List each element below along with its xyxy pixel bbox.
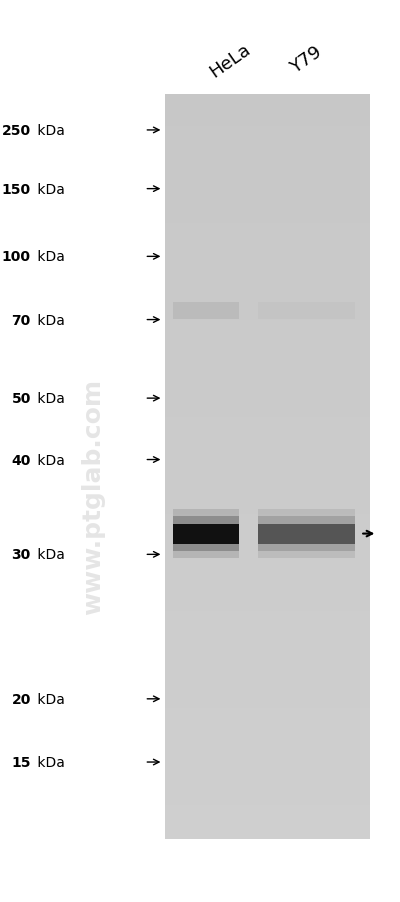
Text: 150: 150 — [2, 182, 31, 197]
Text: kDa: kDa — [33, 250, 65, 264]
FancyBboxPatch shape — [258, 524, 354, 544]
Text: 30: 30 — [12, 548, 31, 562]
Text: 50: 50 — [12, 391, 31, 406]
Text: kDa: kDa — [33, 453, 65, 467]
Text: Y79: Y79 — [287, 43, 325, 78]
Text: www.ptglab.com: www.ptglab.com — [81, 378, 105, 614]
Text: 250: 250 — [2, 124, 31, 138]
Text: kDa: kDa — [33, 124, 65, 138]
Text: 15: 15 — [11, 755, 31, 769]
FancyBboxPatch shape — [258, 517, 354, 551]
FancyBboxPatch shape — [173, 524, 239, 544]
FancyBboxPatch shape — [258, 510, 354, 558]
FancyBboxPatch shape — [173, 517, 239, 551]
Text: kDa: kDa — [33, 692, 65, 706]
FancyBboxPatch shape — [258, 303, 354, 319]
FancyBboxPatch shape — [173, 510, 239, 558]
Text: kDa: kDa — [33, 313, 65, 327]
Text: 70: 70 — [12, 313, 31, 327]
Text: kDa: kDa — [33, 182, 65, 197]
Text: kDa: kDa — [33, 755, 65, 769]
Text: kDa: kDa — [33, 548, 65, 562]
Text: 40: 40 — [12, 453, 31, 467]
Text: HeLa: HeLa — [206, 40, 254, 81]
Text: 100: 100 — [2, 250, 31, 264]
FancyBboxPatch shape — [173, 303, 239, 319]
FancyBboxPatch shape — [165, 95, 370, 839]
Text: kDa: kDa — [33, 391, 65, 406]
Text: 20: 20 — [12, 692, 31, 706]
